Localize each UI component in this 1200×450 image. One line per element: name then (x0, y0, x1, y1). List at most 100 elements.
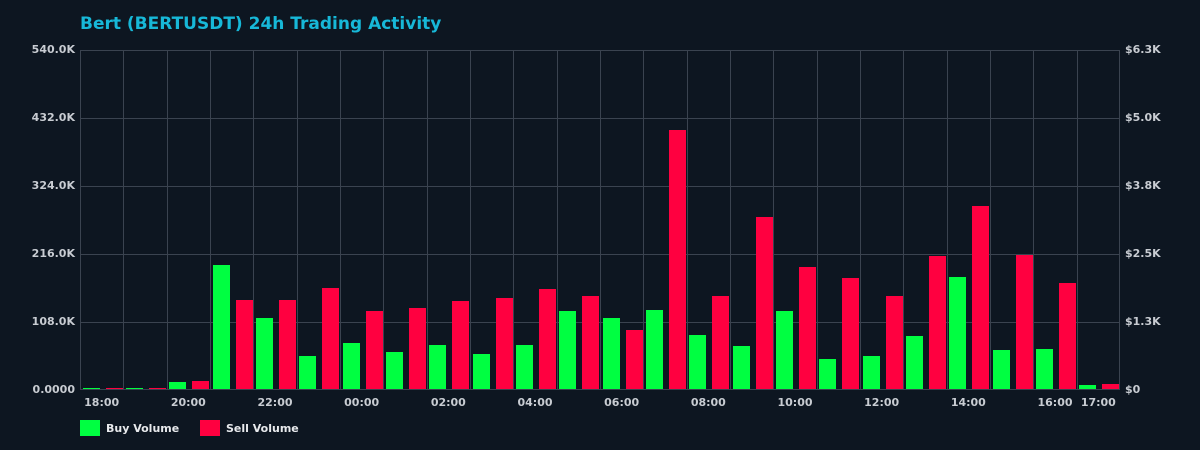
buy-volume-bar[interactable] (1079, 384, 1097, 389)
legend-item-buy[interactable]: Buy Volume (80, 420, 179, 436)
y-tick-right: $2.5K (1125, 247, 1161, 260)
sell-volume-bar[interactable] (322, 287, 340, 389)
buy-volume-bar[interactable] (169, 382, 187, 389)
gridline-vertical (816, 51, 818, 389)
gridline-vertical (383, 51, 385, 389)
y-tick-right: $0 (1125, 383, 1141, 396)
x-tick: 16:00 (1037, 396, 1073, 409)
gridline-vertical (990, 51, 991, 389)
sell-volume-bar[interactable] (842, 277, 860, 389)
gridline-vertical (513, 51, 515, 389)
y-tick-left: 540.0K (31, 43, 75, 56)
buy-volume-bar[interactable] (775, 310, 793, 389)
sell-volume-bar[interactable] (408, 308, 426, 389)
buy-volume-bar[interactable] (299, 356, 317, 389)
gridline-vertical (730, 51, 731, 389)
gridline-vertical (340, 51, 341, 389)
sell-volume-bar[interactable] (798, 266, 816, 389)
sell-volume-bar[interactable] (972, 206, 990, 389)
sell-volume-bar[interactable] (1015, 255, 1033, 389)
buy-volume-bar[interactable] (689, 335, 707, 389)
x-tick: 22:00 (257, 396, 293, 409)
gridline-vertical (166, 51, 168, 389)
buy-volume-bar[interactable] (1035, 348, 1053, 389)
x-tick: 08:00 (690, 396, 726, 409)
gridline-vertical (1076, 51, 1078, 389)
gridline-vertical (643, 51, 645, 389)
x-tick: 14:00 (950, 396, 986, 409)
gridline-vertical (470, 51, 471, 389)
sell-volume-bar[interactable] (668, 129, 686, 389)
sell-volume-bar[interactable] (712, 296, 730, 389)
gridline-vertical (686, 51, 688, 389)
buy-volume-bar[interactable] (385, 352, 403, 389)
gridline-vertical (773, 51, 775, 389)
buy-volume-bar[interactable] (212, 265, 230, 389)
sell-volume-bar[interactable] (495, 297, 513, 389)
x-tick: 20:00 (170, 396, 206, 409)
buy-volume-bar[interactable] (905, 336, 923, 389)
x-tick: 06:00 (604, 396, 640, 409)
sell-volume-bar[interactable] (582, 295, 600, 389)
buy-volume-bar[interactable] (515, 344, 533, 389)
buy-volume-bar[interactable] (429, 344, 447, 389)
y-tick-left: 324.0K (31, 179, 75, 192)
gridline-vertical (426, 51, 428, 389)
chart-title: Bert (BERTUSDT) 24h Trading Activity (80, 14, 442, 34)
x-tick: 10:00 (777, 396, 813, 409)
y-tick-right: $5.0K (1125, 111, 1161, 124)
y-tick-right: $3.8K (1125, 179, 1161, 192)
sell-swatch-icon (200, 420, 220, 436)
buy-volume-bar[interactable] (949, 276, 967, 389)
sell-volume-bar[interactable] (538, 289, 556, 389)
x-tick: 02:00 (430, 396, 466, 409)
y-tick-left: 432.0K (31, 111, 75, 124)
sell-volume-bar[interactable] (625, 329, 643, 389)
gridline-vertical (600, 51, 601, 389)
buy-volume-bar[interactable] (819, 358, 837, 389)
y-tick-right: $6.3K (1125, 43, 1161, 56)
x-tick: 00:00 (344, 396, 380, 409)
sell-volume-bar[interactable] (365, 311, 383, 389)
buy-volume-bar[interactable] (125, 388, 143, 389)
sell-volume-bar[interactable] (192, 380, 210, 389)
sell-volume-bar[interactable] (105, 388, 123, 389)
sell-volume-bar[interactable] (1058, 282, 1076, 389)
gridline-vertical (210, 51, 211, 389)
y-tick-left: 0.0000 (32, 383, 75, 396)
buy-volume-bar[interactable] (992, 350, 1010, 389)
sell-volume-bar[interactable] (278, 299, 296, 389)
buy-volume-bar[interactable] (559, 310, 577, 389)
gridline-vertical (253, 51, 255, 389)
buy-volume-bar[interactable] (862, 356, 880, 389)
legend-item-sell[interactable]: Sell Volume (200, 420, 299, 436)
buy-volume-bar[interactable] (255, 318, 273, 389)
buy-volume-bar[interactable] (645, 309, 663, 389)
sell-volume-bar[interactable] (452, 300, 470, 389)
buy-volume-bar[interactable] (82, 388, 100, 389)
buy-volume-bar[interactable] (472, 353, 490, 389)
gridline-vertical (903, 51, 905, 389)
buy-volume-bar[interactable] (602, 317, 620, 389)
sell-volume-bar[interactable] (755, 216, 773, 389)
gridline-vertical (860, 51, 861, 389)
buy-volume-bar[interactable] (342, 343, 360, 389)
gridline-vertical (556, 51, 558, 389)
legend-label-buy: Buy Volume (106, 421, 180, 435)
gridline-vertical (296, 51, 298, 389)
sell-volume-bar[interactable] (148, 388, 166, 389)
x-tick: 17:00 (1080, 396, 1116, 409)
sell-volume-bar[interactable] (928, 255, 946, 389)
buy-volume-bar[interactable] (732, 346, 750, 389)
x-tick: 18:00 (84, 396, 120, 409)
plot-area (80, 50, 1120, 390)
x-tick: 04:00 (517, 396, 553, 409)
buy-swatch-icon (80, 420, 100, 436)
y-tick-left: 108.0K (31, 315, 75, 328)
y-tick-right: $1.3K (1125, 315, 1161, 328)
sell-volume-bar[interactable] (1102, 384, 1120, 389)
gridline-vertical (123, 51, 125, 389)
sell-volume-bar[interactable] (235, 299, 253, 389)
gridline-vertical (1033, 51, 1035, 389)
sell-volume-bar[interactable] (885, 295, 903, 389)
